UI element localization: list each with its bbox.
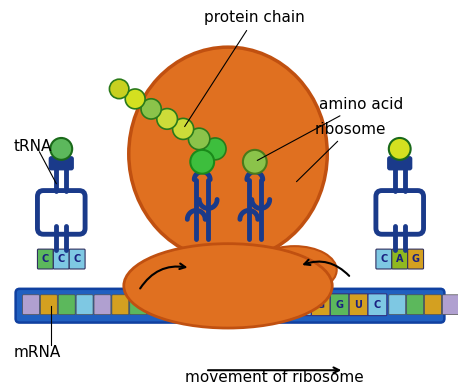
FancyBboxPatch shape — [391, 249, 407, 269]
FancyBboxPatch shape — [198, 275, 217, 294]
Text: G: G — [411, 254, 419, 264]
FancyBboxPatch shape — [273, 294, 292, 316]
FancyBboxPatch shape — [69, 249, 85, 269]
FancyBboxPatch shape — [235, 294, 254, 316]
Text: ribosome: ribosome — [296, 122, 385, 182]
FancyBboxPatch shape — [179, 294, 198, 316]
Circle shape — [388, 138, 410, 160]
Text: G: G — [222, 300, 230, 310]
Text: A: A — [203, 279, 211, 290]
Text: C: C — [380, 254, 386, 264]
FancyBboxPatch shape — [330, 294, 348, 316]
FancyBboxPatch shape — [165, 295, 182, 315]
FancyBboxPatch shape — [388, 295, 405, 315]
Circle shape — [109, 79, 129, 99]
Circle shape — [204, 138, 225, 160]
Text: amino acid: amino acid — [257, 97, 403, 161]
FancyBboxPatch shape — [53, 249, 69, 269]
Text: C: C — [373, 300, 380, 310]
Text: G: G — [316, 300, 324, 310]
Text: U: U — [260, 300, 268, 310]
Circle shape — [141, 99, 161, 119]
FancyBboxPatch shape — [94, 295, 111, 315]
FancyBboxPatch shape — [235, 275, 254, 294]
FancyBboxPatch shape — [292, 294, 311, 316]
Circle shape — [172, 119, 193, 139]
FancyBboxPatch shape — [112, 295, 129, 315]
Circle shape — [190, 150, 213, 174]
FancyBboxPatch shape — [387, 157, 411, 170]
Circle shape — [157, 108, 177, 129]
Circle shape — [242, 150, 266, 174]
FancyBboxPatch shape — [217, 275, 235, 294]
FancyBboxPatch shape — [58, 295, 75, 315]
Text: C: C — [279, 279, 286, 290]
Ellipse shape — [129, 47, 326, 261]
FancyBboxPatch shape — [179, 275, 198, 294]
Text: mRNA: mRNA — [14, 345, 61, 360]
FancyBboxPatch shape — [273, 275, 292, 294]
Text: C: C — [57, 254, 65, 264]
Text: G: G — [260, 279, 268, 290]
Text: U: U — [241, 300, 249, 310]
FancyBboxPatch shape — [49, 157, 73, 170]
Text: C: C — [73, 254, 81, 264]
FancyBboxPatch shape — [22, 295, 39, 315]
Text: movement of ribosome: movement of ribosome — [185, 370, 363, 385]
FancyBboxPatch shape — [129, 295, 146, 315]
Circle shape — [50, 138, 72, 160]
Text: G: G — [203, 300, 211, 310]
Ellipse shape — [123, 244, 331, 328]
Circle shape — [188, 128, 209, 150]
Text: U: U — [354, 300, 362, 310]
FancyBboxPatch shape — [254, 275, 273, 294]
FancyBboxPatch shape — [40, 295, 57, 315]
FancyBboxPatch shape — [375, 249, 391, 269]
Text: A: A — [241, 279, 249, 290]
Text: G: G — [185, 300, 192, 310]
FancyBboxPatch shape — [407, 249, 423, 269]
FancyBboxPatch shape — [424, 295, 441, 315]
Text: A: A — [395, 254, 403, 264]
FancyBboxPatch shape — [348, 294, 367, 316]
Text: protein chain: protein chain — [184, 10, 304, 127]
Text: C: C — [42, 254, 49, 264]
FancyBboxPatch shape — [311, 294, 330, 316]
FancyBboxPatch shape — [37, 249, 53, 269]
FancyBboxPatch shape — [406, 295, 423, 315]
FancyBboxPatch shape — [367, 294, 386, 316]
FancyBboxPatch shape — [217, 294, 235, 316]
Text: G: G — [335, 300, 343, 310]
FancyBboxPatch shape — [147, 295, 164, 315]
Text: tRNA: tRNA — [14, 139, 52, 154]
FancyBboxPatch shape — [16, 289, 443, 323]
Text: A: A — [185, 279, 192, 290]
FancyBboxPatch shape — [254, 294, 273, 316]
Text: A: A — [222, 279, 230, 290]
FancyBboxPatch shape — [76, 295, 93, 315]
Text: C: C — [298, 300, 305, 310]
Circle shape — [125, 89, 145, 109]
Ellipse shape — [252, 246, 336, 294]
FancyBboxPatch shape — [442, 295, 458, 315]
FancyBboxPatch shape — [198, 294, 217, 316]
Text: U: U — [279, 300, 286, 310]
